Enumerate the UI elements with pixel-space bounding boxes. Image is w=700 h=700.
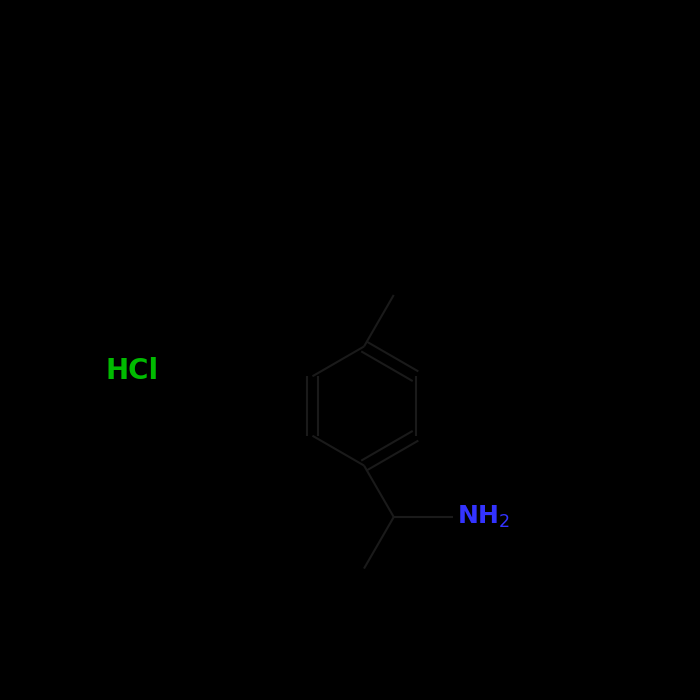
Text: NH$_2$: NH$_2$ (456, 504, 510, 530)
Text: HCl: HCl (105, 357, 158, 385)
